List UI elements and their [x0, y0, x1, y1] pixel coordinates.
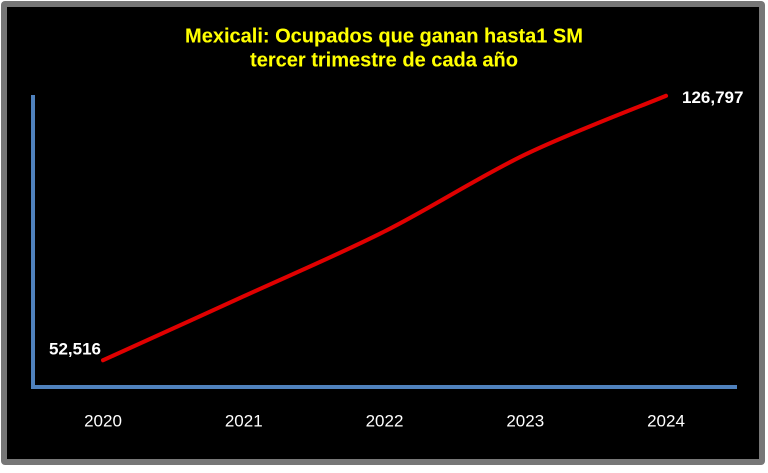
x-tick-label: 2024 [647, 411, 685, 430]
line [101, 93, 668, 363]
x-tick-label: 2023 [506, 411, 544, 430]
chart-subtitle: tercer trimestre de cada año [250, 49, 518, 71]
x-tick-label: 2021 [225, 411, 263, 430]
chart-title: Mexicali: Ocupados que ganan hasta1 SM [185, 25, 583, 47]
x-tick-label: 2022 [366, 411, 404, 430]
data-label: 126,797 [682, 88, 743, 107]
x-tick-label: 2020 [84, 411, 122, 430]
data-label: 52,516 [49, 340, 101, 359]
